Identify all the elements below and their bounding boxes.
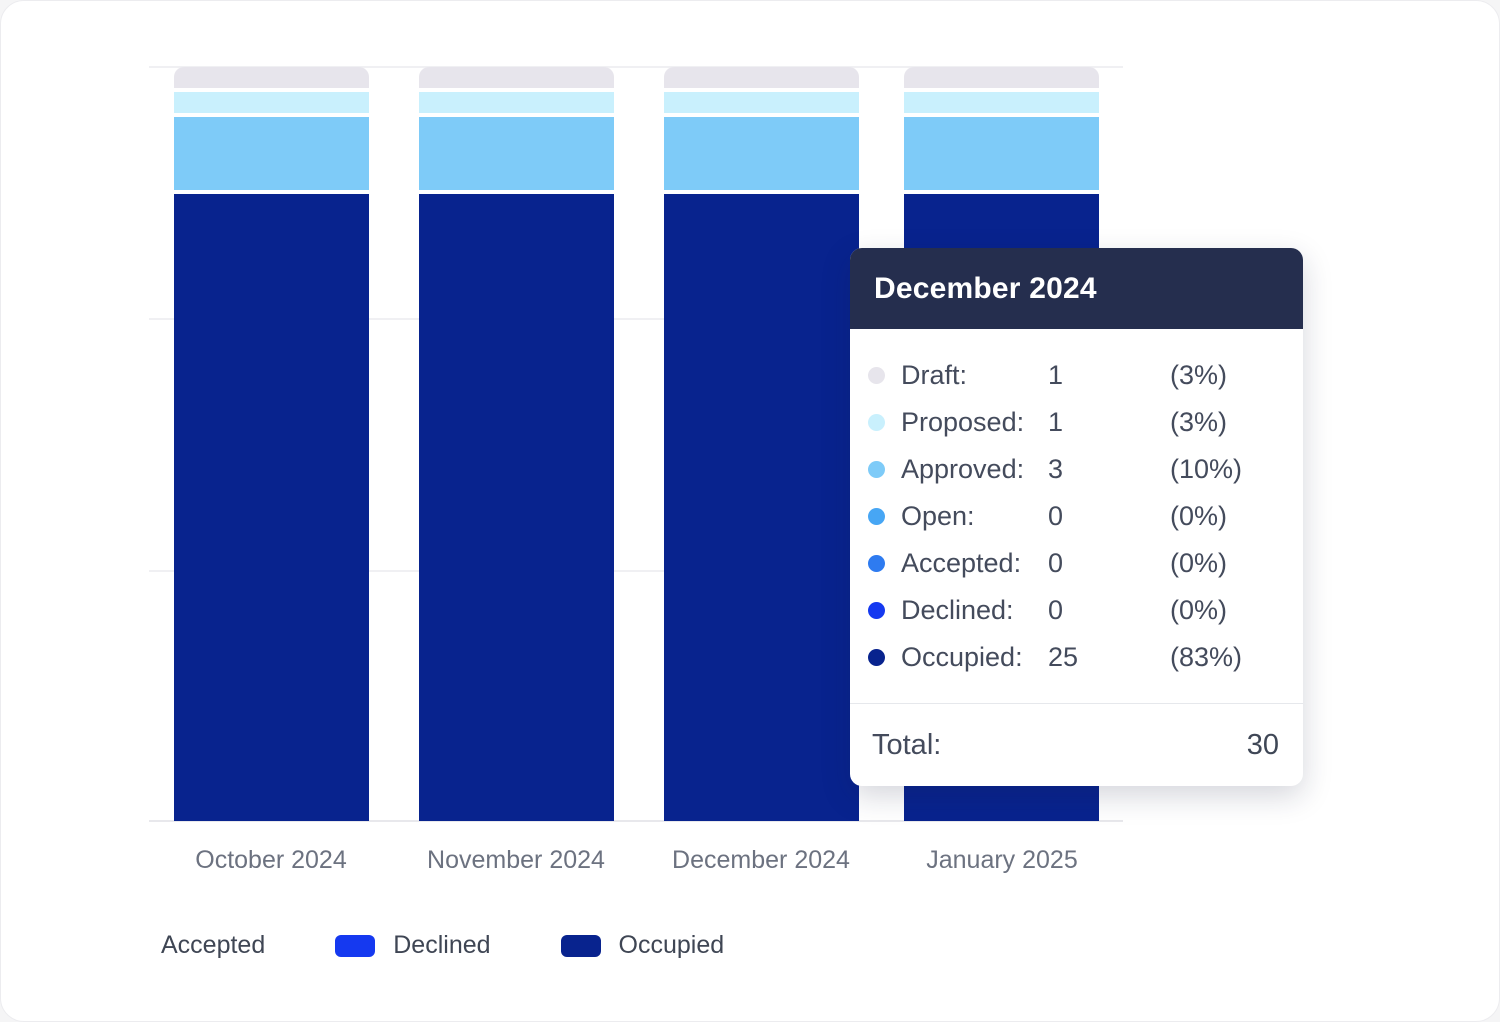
x-axis-label-october-2024: October 2024: [195, 846, 347, 874]
legend-item-declined[interactable]: Declined: [335, 931, 491, 960]
tooltip-row-declined: Declined: 0 (0%): [868, 587, 1279, 634]
tooltip-row-label: Declined:: [901, 595, 1014, 625]
tooltip-row-label: Proposed:: [901, 407, 1025, 437]
bar-segment-approved[interactable]: [904, 117, 1099, 190]
bar-segment-occupied[interactable]: [419, 194, 614, 821]
bar-segment-draft[interactable]: [904, 67, 1099, 88]
bar-december-2024[interactable]: [664, 67, 859, 821]
status-dot-icon: [868, 367, 885, 384]
bar-october-2024[interactable]: [174, 67, 369, 821]
tooltip-total-label: Total:: [872, 728, 942, 761]
tooltip-row-value: 3: [1048, 454, 1064, 484]
legend-item-occupied[interactable]: Occupied: [560, 931, 725, 960]
tooltip-divider: [850, 703, 1303, 704]
bar-segment-approved[interactable]: [419, 117, 614, 190]
tooltip-title: December 2024: [874, 271, 1097, 305]
legend-swatch-occupied: [560, 934, 601, 957]
tooltip-row-value: 1: [1048, 407, 1064, 437]
status-dot-icon: [868, 414, 885, 431]
tooltip-row-percent: (0%): [1170, 548, 1228, 578]
legend-label: Declined: [393, 931, 491, 959]
tooltip-row-percent: (0%): [1170, 501, 1228, 531]
tooltip-total-row: Total: 30: [850, 704, 1303, 786]
bar-segment-approved[interactable]: [174, 117, 369, 190]
x-axis-label-november-2024: November 2024: [427, 846, 605, 874]
status-dot-icon: [868, 555, 885, 572]
status-dot-icon: [868, 649, 885, 666]
bar-segment-proposed[interactable]: [904, 92, 1099, 113]
tooltip-row-draft: Draft: 1 (3%): [868, 352, 1279, 399]
tooltip-row-value: 0: [1048, 595, 1064, 625]
legend-label: Accepted: [161, 931, 266, 959]
tooltip-row-value: 1: [1048, 360, 1064, 390]
tooltip-row-label: Draft:: [901, 360, 968, 390]
x-axis-line: [149, 820, 1123, 822]
x-axis-label-december-2024: December 2024: [672, 846, 850, 874]
tooltip: December 2024 Draft: 1 (3%) Proposed: 1 (3%) A…: [850, 248, 1303, 786]
bar-segment-proposed[interactable]: [174, 92, 369, 113]
gridline: [149, 570, 1123, 572]
tooltip-row-accepted: Accepted: 0 (0%): [868, 540, 1279, 587]
tooltip-row-label: Accepted:: [901, 548, 1022, 578]
tooltip-row-proposed: Proposed: 1 (3%): [868, 399, 1279, 446]
tooltip-total-value: 30: [1246, 728, 1279, 761]
status-dot-icon: [868, 602, 885, 619]
tooltip-row-approved: Approved: 3 (10%): [868, 446, 1279, 493]
tooltip-row-percent: (10%): [1170, 454, 1243, 484]
legend: Accepted Declined Occupied: [161, 931, 724, 960]
bar-segment-proposed[interactable]: [664, 92, 859, 113]
tooltip-row-label: Approved:: [901, 454, 1025, 484]
tooltip-row-value: 0: [1048, 501, 1064, 531]
bar-november-2024[interactable]: [419, 67, 614, 821]
status-dot-icon: [868, 461, 885, 478]
bar-segment-approved[interactable]: [664, 117, 859, 190]
bar-segment-proposed[interactable]: [419, 92, 614, 113]
tooltip-row-label: Occupied:: [901, 642, 1023, 672]
tooltip-row-value: 0: [1048, 548, 1064, 578]
tooltip-row-open: Open: 0 (0%): [868, 493, 1279, 540]
gridline: [149, 66, 1123, 68]
gridline: [149, 318, 1123, 320]
legend-label: Occupied: [618, 931, 725, 959]
bar-segment-draft[interactable]: [174, 67, 369, 88]
tooltip-row-percent: (3%): [1170, 407, 1228, 437]
tooltip-header: December 2024: [850, 248, 1303, 329]
tooltip-row-percent: (0%): [1170, 595, 1228, 625]
bar-segment-occupied[interactable]: [664, 194, 859, 821]
tooltip-row-percent: (83%): [1170, 642, 1243, 672]
x-axis-label-january-2025: January 2025: [926, 846, 1078, 874]
tooltip-row-label: Open:: [901, 501, 975, 531]
tooltip-row-occupied: Occupied: 25 (83%): [868, 634, 1279, 681]
tooltip-row-value: 25: [1048, 642, 1079, 672]
bar-segment-occupied[interactable]: [174, 194, 369, 821]
bar-segment-draft[interactable]: [664, 67, 859, 88]
status-dot-icon: [868, 508, 885, 525]
bar-segment-draft[interactable]: [419, 67, 614, 88]
legend-item-accepted[interactable]: Accepted: [161, 931, 265, 960]
legend-swatch-declined: [335, 934, 376, 957]
tooltip-row-percent: (3%): [1170, 360, 1228, 390]
